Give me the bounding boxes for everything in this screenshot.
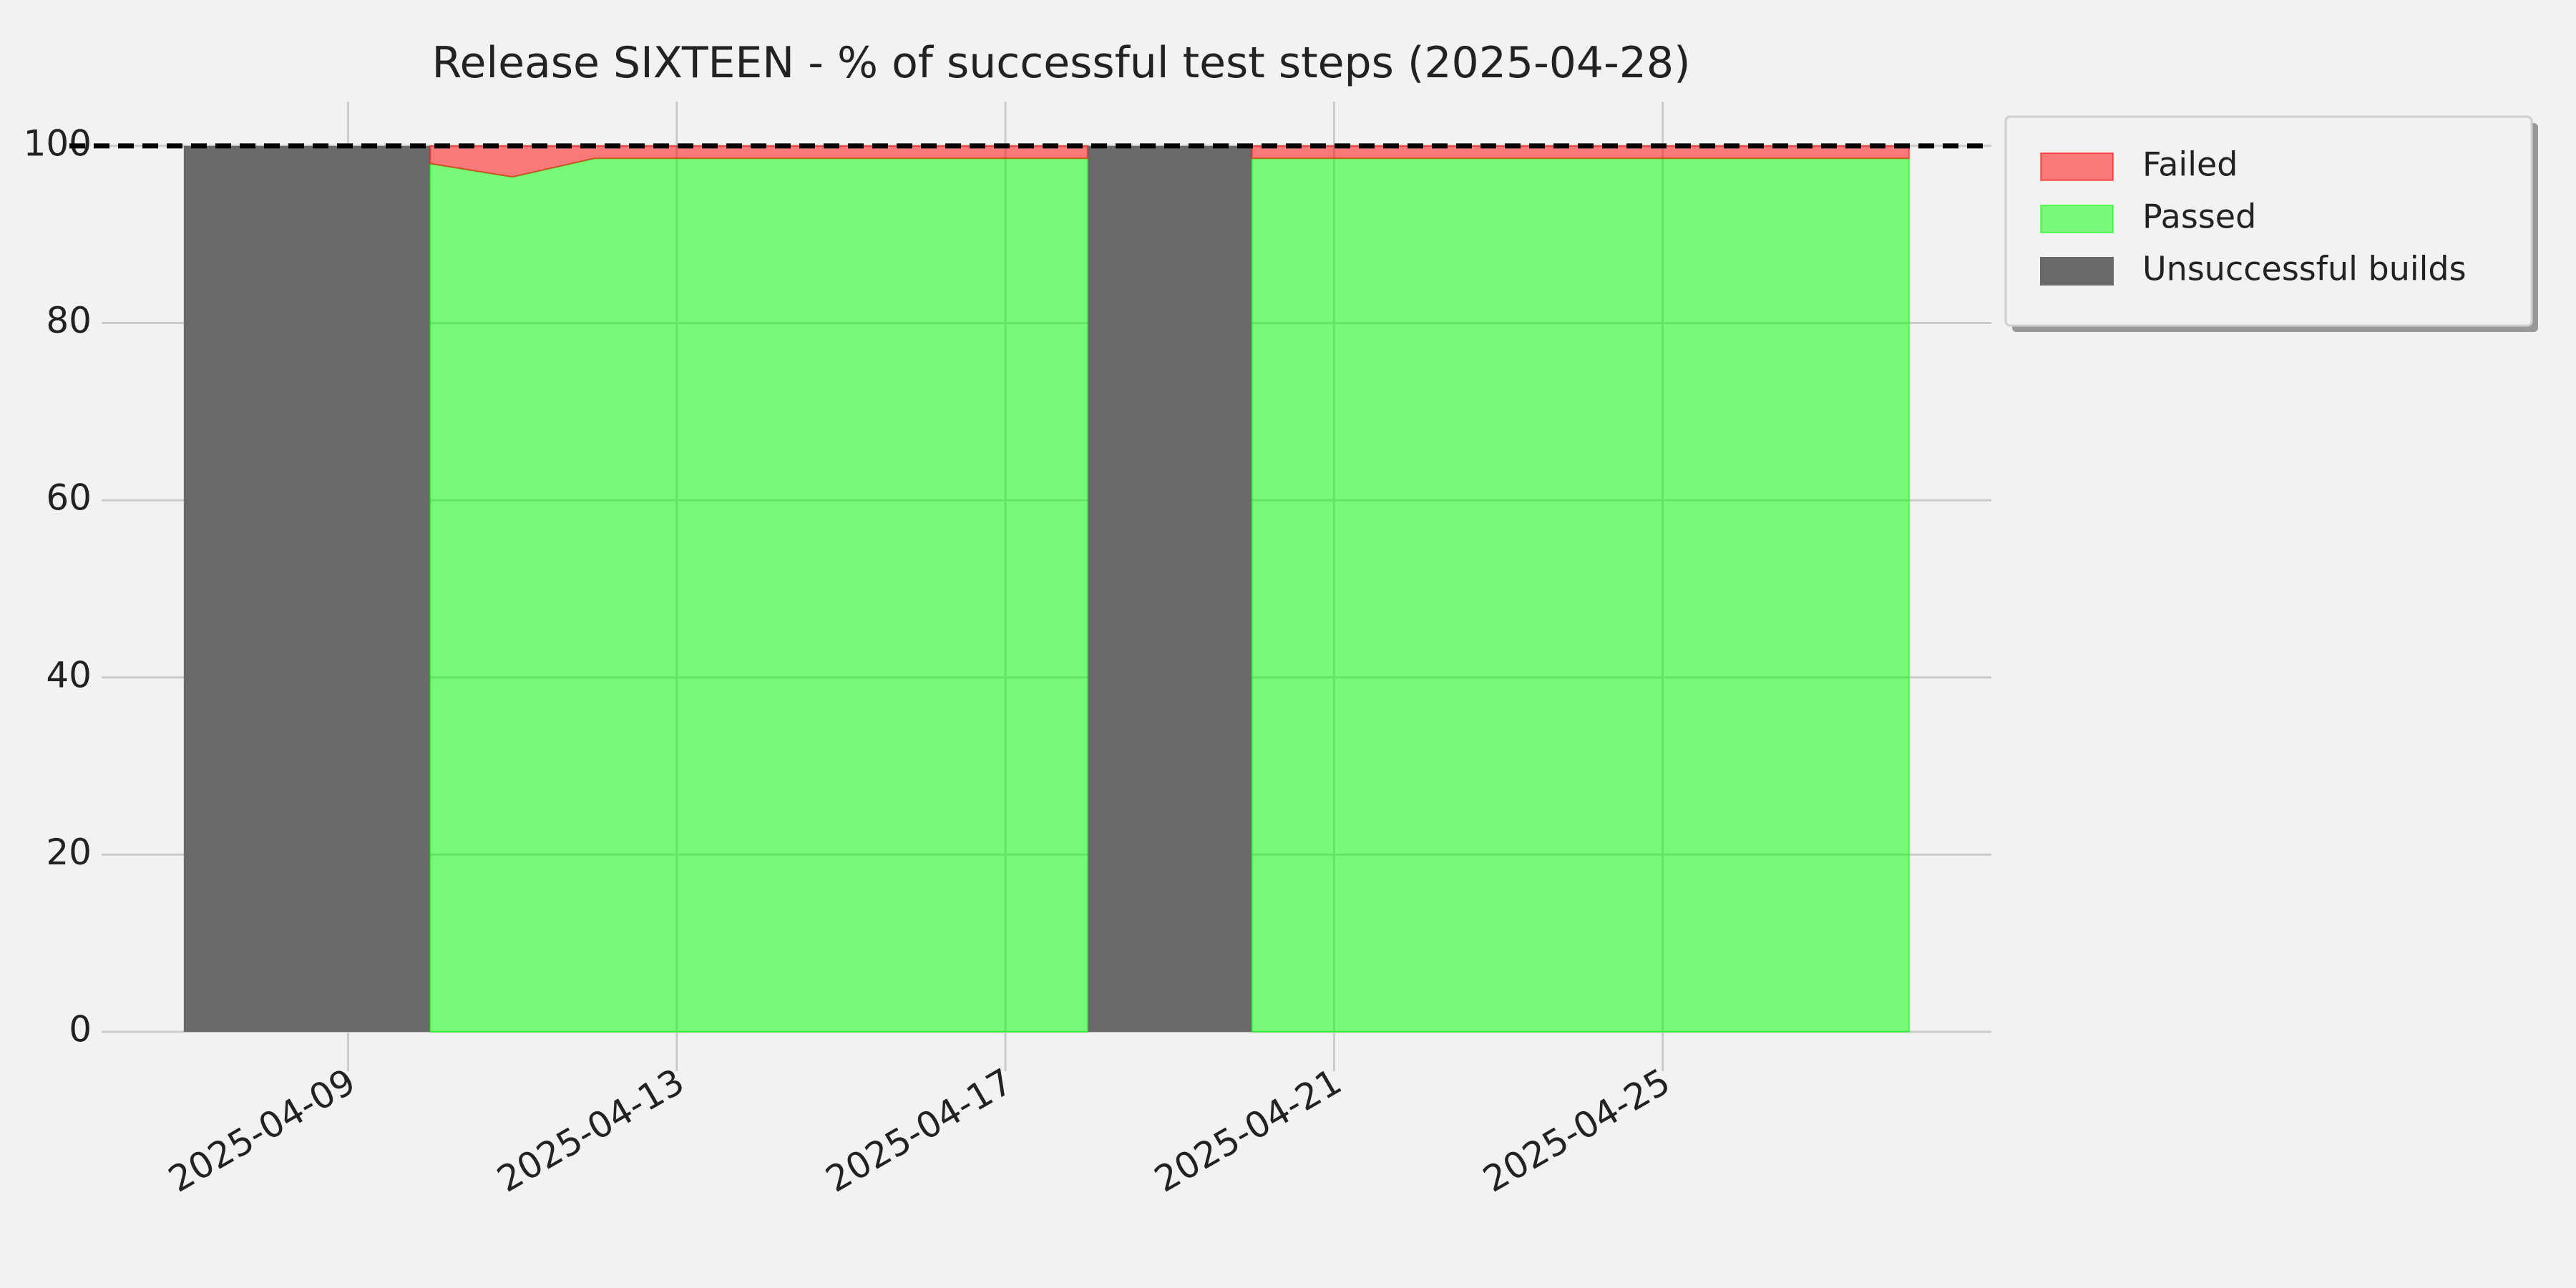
- unsuccessful-build-span: [183, 145, 431, 1032]
- legend-swatch: [2040, 152, 2114, 181]
- legend-swatch: [2040, 257, 2114, 286]
- chart-title: Release SIXTEEN - % of successful test s…: [432, 38, 1691, 88]
- area: [429, 145, 1911, 178]
- legend: Failed Passed Unsuccessful builds: [2004, 115, 2538, 332]
- legend-label: Unsuccessful builds: [2142, 250, 2467, 288]
- y-tick-label: 80: [46, 300, 92, 341]
- legend-label: Failed: [2142, 145, 2238, 184]
- legend-box: [2004, 115, 2533, 327]
- y-tick-label: 0: [69, 1009, 92, 1050]
- unsuccessful-build-span: [1087, 145, 1252, 1032]
- legend-swatch: [2040, 205, 2114, 233]
- y-tick-label: 40: [46, 654, 92, 696]
- legend-label: Passed: [2142, 197, 2256, 236]
- y-tick-label: 20: [46, 831, 92, 873]
- y-tick-label: 60: [46, 477, 92, 519]
